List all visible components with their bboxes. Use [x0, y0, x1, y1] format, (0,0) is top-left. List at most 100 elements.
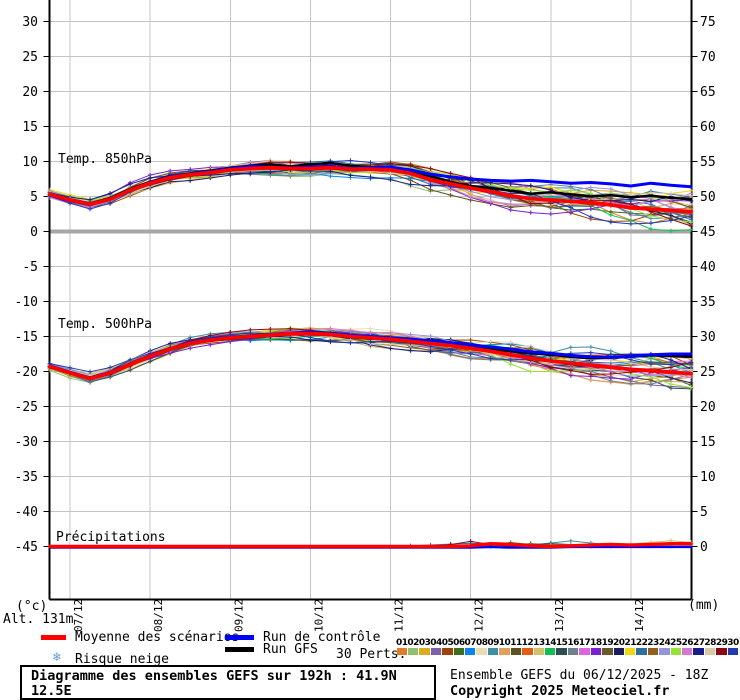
pert-number: 12 — [521, 638, 534, 648]
pert-number: 28 — [704, 638, 716, 648]
svg-text:07/12: 07/12 — [72, 599, 85, 632]
svg-text:-20: -20 — [15, 365, 38, 380]
pert-cell: 19 — [601, 638, 614, 655]
grid-vertical — [69, 0, 632, 600]
left-axis-unit: (°c) — [16, 599, 48, 614]
svg-text:70: 70 — [700, 50, 716, 65]
svg-text:10: 10 — [22, 155, 38, 170]
pert-number: 15 — [555, 638, 568, 648]
pert-cell: 18 — [590, 639, 602, 655]
label-temp-500: Temp. 500hPa — [58, 317, 152, 332]
pert-color-swatch — [613, 648, 624, 655]
pert-cell: 17 — [578, 638, 591, 655]
pert-number: 13 — [533, 638, 545, 648]
pert-color-swatch — [636, 648, 647, 655]
pert-number: 30 — [727, 638, 739, 648]
pert-cell: 14 — [544, 638, 557, 655]
pert-cell: 26 — [682, 639, 694, 655]
pert-number: 14 — [544, 638, 557, 648]
mean-line-swatch — [41, 635, 66, 640]
pert-number: 19 — [601, 638, 614, 648]
altitude-label: Alt. 131m — [3, 612, 74, 627]
pert-number: 08 — [475, 638, 488, 648]
snowflake-icon: ❄ — [53, 650, 61, 665]
svg-text:-40: -40 — [15, 505, 38, 520]
pert-color-swatch — [579, 648, 590, 655]
pert-color-swatch — [430, 648, 442, 655]
svg-text:25: 25 — [700, 365, 716, 380]
label-temp-850: Temp. 850hPa — [58, 152, 152, 167]
pert-number: 10 — [498, 638, 511, 648]
pert-cell: 10 — [498, 638, 511, 655]
pert-number: 24 — [658, 638, 671, 648]
svg-text:5: 5 — [700, 505, 708, 520]
svg-text:35: 35 — [700, 295, 716, 310]
svg-text:-45: -45 — [15, 540, 38, 555]
diagram-subtitle: Températures 850hPa et 500hPa (°C) , pré… — [31, 699, 434, 700]
legend-gfs-label: Run GFS — [263, 642, 318, 657]
pert-cell: 09 — [487, 638, 499, 655]
y-axis-labels-left: 30 25 20 15 10 5 0 -5 -10 -15 -20 -25 -30 -35 -40 -45 — [15, 15, 38, 555]
svg-text:09/12: 09/12 — [232, 599, 245, 632]
pert-cell: 22 — [636, 639, 648, 655]
pert-color-swatch — [670, 648, 682, 655]
svg-text:-35: -35 — [15, 470, 38, 485]
pert-number: 02 — [407, 638, 419, 648]
pert-number: 17 — [578, 638, 591, 648]
pert-color-swatch — [693, 648, 704, 655]
pert-cell: 24 — [658, 638, 671, 655]
pert-number: 29 — [715, 638, 728, 648]
svg-text:10/12: 10/12 — [312, 599, 325, 632]
axes — [43, 0, 698, 601]
right-axis-unit: (mm) — [688, 598, 720, 613]
pert-color-swatch — [487, 648, 499, 655]
diagram-title: Diagramme des ensembles GEFS sur 192h : … — [31, 668, 397, 699]
legend-mean-label: Moyenne des scénarios — [75, 630, 240, 645]
svg-text:25: 25 — [22, 50, 38, 65]
pert-cell: 20 — [613, 639, 625, 655]
pert-number: 04 — [430, 638, 442, 648]
pert-color-swatch — [602, 648, 613, 655]
legend-perts-label: 30 Perts. — [336, 647, 407, 662]
pert-cell: 27 — [693, 639, 705, 655]
svg-text:75: 75 — [700, 15, 716, 30]
svg-text:-5: -5 — [22, 260, 38, 275]
pert-cell: 11 — [510, 639, 522, 655]
pert-cell: 03 — [419, 639, 431, 655]
pert-color-swatch — [407, 648, 419, 655]
run-info: Ensemble GEFS du 06/12/2025 - 18Z — [450, 668, 709, 683]
pert-cell: 02 — [407, 638, 419, 655]
svg-text:-15: -15 — [15, 330, 38, 345]
pert-cell: 08 — [475, 638, 488, 655]
svg-text:30: 30 — [22, 15, 38, 30]
svg-text:5: 5 — [30, 190, 38, 205]
pert-number: 09 — [487, 638, 499, 648]
legend-control-label: Run de contrôle — [263, 630, 381, 645]
svg-text:08/12: 08/12 — [152, 599, 165, 632]
svg-text:-10: -10 — [15, 295, 38, 310]
pert-color-swatch — [419, 648, 430, 655]
pert-color-swatch — [442, 648, 453, 655]
pert-number: 06 — [453, 638, 465, 648]
svg-text:40: 40 — [700, 260, 716, 275]
x-axis-date-labels: 07/12 08/12 09/12 10/12 11/12 12/12 13/12 14/12 — [72, 599, 646, 632]
pert-cell: 29 — [715, 638, 728, 655]
pert-cell: 06 — [453, 638, 465, 655]
pert-cell: 01 — [396, 639, 408, 655]
legend-snow-label: Risque neige — [75, 652, 169, 667]
svg-text:14/12: 14/12 — [633, 599, 646, 632]
pert-cell: 12 — [521, 638, 534, 655]
svg-text:10: 10 — [700, 470, 716, 485]
svg-text:11/12: 11/12 — [393, 599, 406, 632]
svg-text:-30: -30 — [15, 435, 38, 450]
svg-text:45: 45 — [700, 225, 716, 240]
svg-text:20: 20 — [700, 400, 716, 415]
pert-number: 25 — [670, 638, 682, 648]
svg-text:12/12: 12/12 — [473, 599, 486, 632]
pert-color-swatch — [533, 648, 544, 655]
pert-color-swatch — [510, 648, 522, 655]
pert-number: 16 — [567, 638, 579, 648]
pert-color-swatch — [624, 648, 636, 655]
